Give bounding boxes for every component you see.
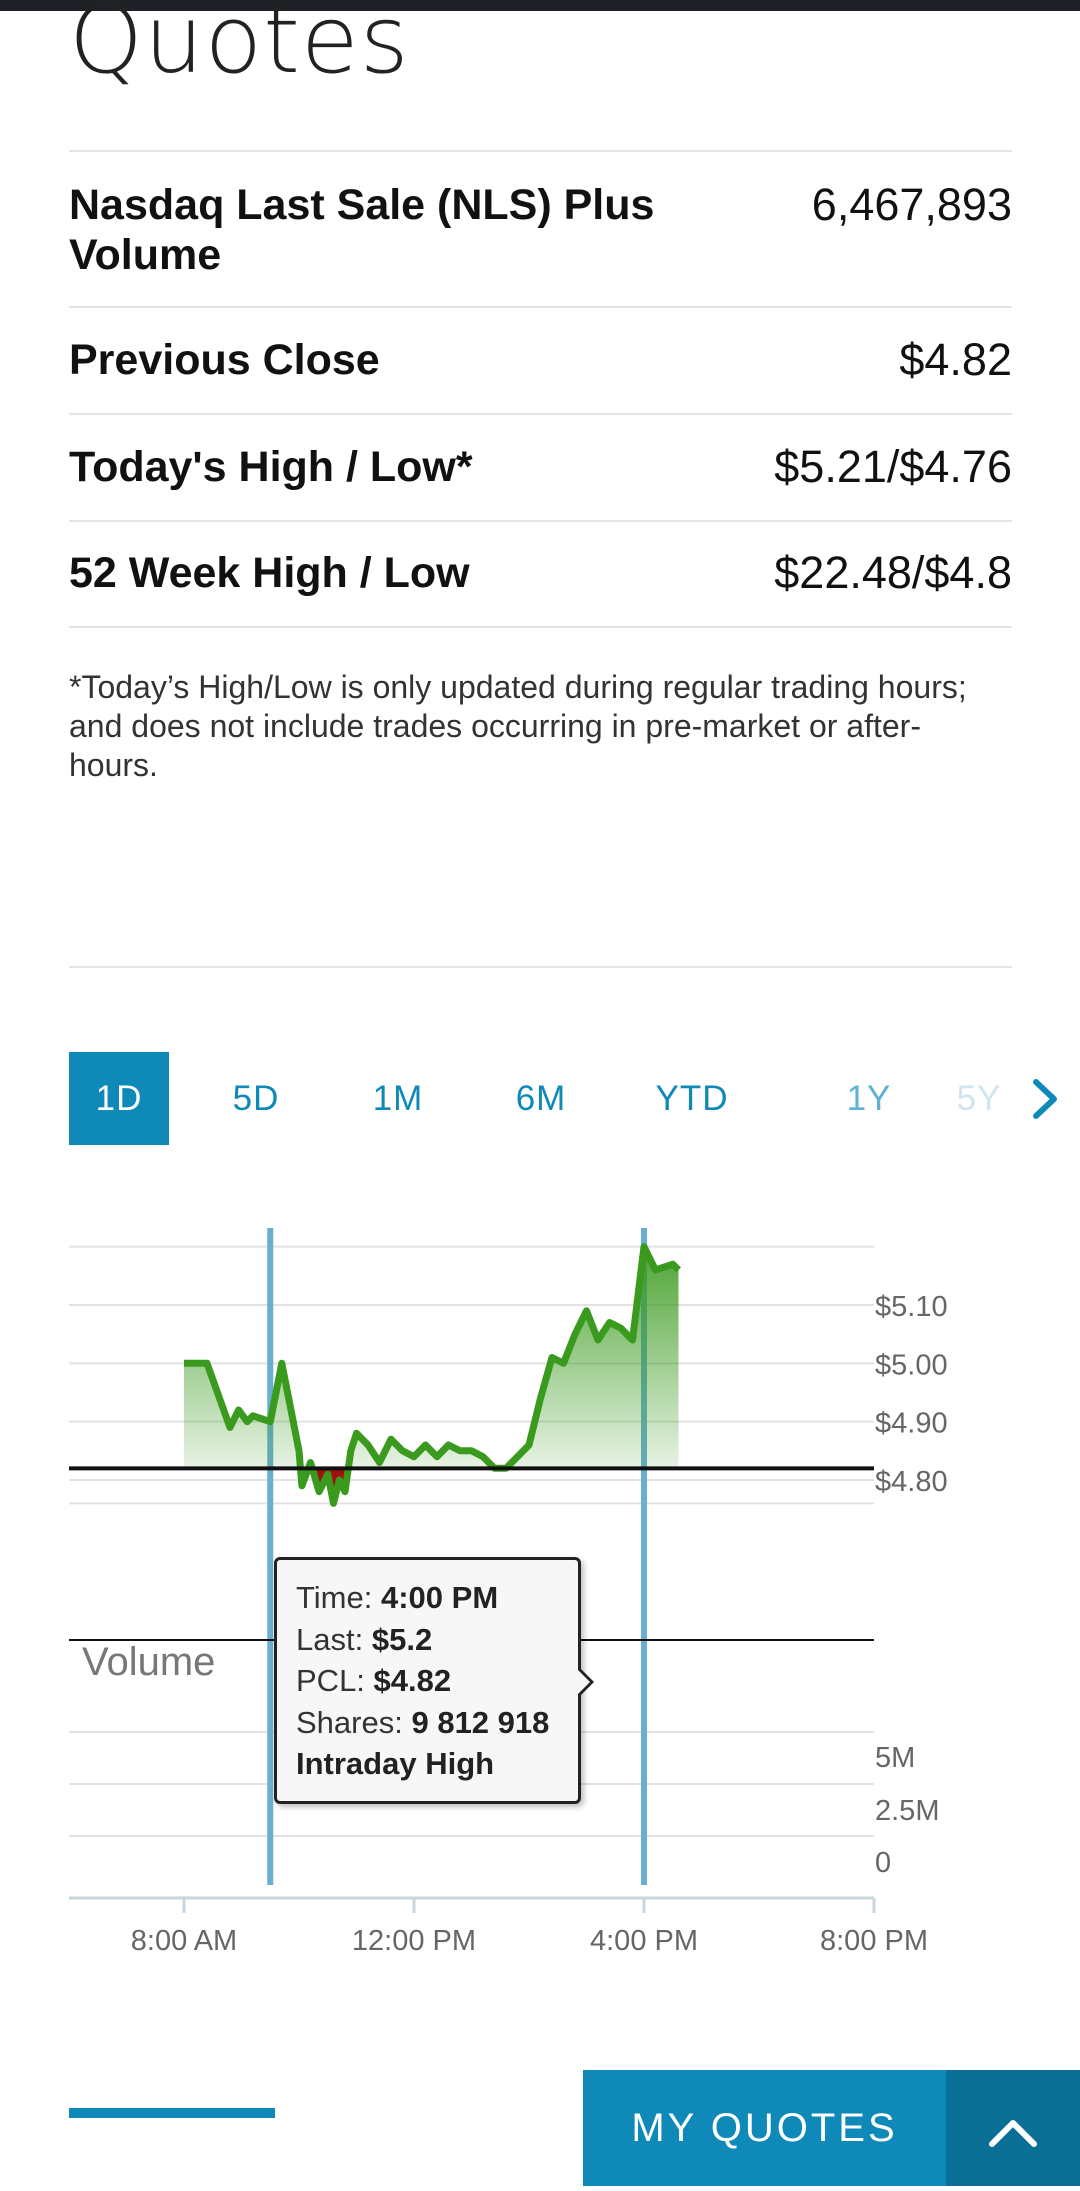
volume-tick-label: 5M (875, 1742, 915, 1774)
chevron-right-icon[interactable] (1026, 1076, 1066, 1122)
x-tick-label: 8:00 PM (820, 1925, 928, 1957)
quote-row-value: $4.82 (899, 334, 1012, 385)
footnote: *Today’s High/Low is only updated during… (69, 669, 967, 783)
quote-row-label: Today's High / Low* (69, 443, 473, 491)
quote-row-52-week-high-low: 52 Week High / Low $22.48/$4.8 (69, 520, 1012, 628)
tooltip-note: Intraday High (296, 1746, 495, 1781)
tab-5y[interactable]: 5Y (956, 1079, 1002, 1118)
quote-row-nls-volume: Nasdaq Last Sale (NLS) Plus Volume 6,467… (69, 150, 1012, 308)
quote-row-value: $5.21/$4.76 (774, 441, 1012, 492)
tooltip-shares: Shares: 9 812 918 (296, 1704, 550, 1740)
quote-row-value: 6,467,893 (811, 179, 1012, 230)
tab-1d[interactable]: 1D (69, 1052, 169, 1145)
my-quotes-button[interactable]: MY QUOTES (583, 2070, 946, 2186)
volume-label: Volume (82, 1640, 215, 1684)
status-bar (0, 0, 1080, 11)
volume-tick-label: 2.5M (875, 1795, 939, 1827)
tab-1y[interactable]: 1Y (846, 1079, 892, 1118)
price-area (184, 1246, 679, 1469)
tooltip-last: Last: $5.2 (296, 1621, 433, 1657)
quote-row-value: $22.48/$4.8 (774, 547, 1012, 598)
divider (69, 966, 1012, 968)
below-close-area (184, 1468, 679, 1504)
page-title: Quotes (69, 0, 410, 95)
x-tick-label: 8:00 AM (131, 1925, 237, 1957)
quote-row-label: Nasdaq Last Sale (NLS) Plus Volume (69, 181, 655, 279)
tooltip-time: Time: 4:00 PM (296, 1580, 499, 1615)
tab-ytd[interactable]: YTD (655, 1079, 729, 1118)
chart-tooltip: Time: 4:00 PM Last: $5.2 PCL: $4.82 Shar… (274, 1557, 581, 1804)
y-tick-label: $4.80 (875, 1466, 948, 1498)
x-tick-label: 4:00 PM (590, 1925, 698, 1957)
collapse-button[interactable] (946, 2070, 1080, 2186)
y-tick-label: $4.90 (875, 1408, 948, 1440)
chevron-up-icon (989, 2120, 1037, 2147)
price-chart[interactable]: $5.10 $5.00 $4.90 $4.80 Volume 5M 2.5M 0 8:00 AM… (0, 1210, 1080, 1970)
range-tabs: 1D 5D 1M 6M YTD 1Y 5Y (69, 1052, 1049, 1145)
tab-6m[interactable]: 6M (515, 1079, 567, 1118)
x-tick-label: 12:00 PM (352, 1925, 476, 1957)
scroll-indicator (69, 2108, 275, 2118)
tooltip-arrow (578, 1670, 590, 1694)
quote-row-label: 52 Week High / Low (69, 549, 470, 597)
tab-5d[interactable]: 5D (232, 1079, 280, 1118)
quote-row-label: Previous Close (69, 336, 380, 384)
price-line (184, 1243, 681, 1507)
y-tick-label: $5.00 (875, 1349, 948, 1381)
volume-tick-label: 0 (875, 1847, 891, 1879)
chart-grid (69, 1245, 874, 1900)
y-tick-label: $5.10 (875, 1291, 948, 1323)
divider (69, 626, 1012, 628)
tab-1m[interactable]: 1M (372, 1079, 424, 1118)
quote-row-previous-close: Previous Close $4.82 (69, 306, 1012, 415)
tooltip-pcl: PCL: $4.82 (296, 1663, 452, 1698)
quote-row-todays-high-low: Today's High / Low* $5.21/$4.76 (69, 413, 1012, 522)
